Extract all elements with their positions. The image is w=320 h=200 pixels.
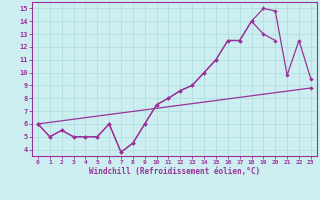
X-axis label: Windchill (Refroidissement éolien,°C): Windchill (Refroidissement éolien,°C) (89, 167, 260, 176)
